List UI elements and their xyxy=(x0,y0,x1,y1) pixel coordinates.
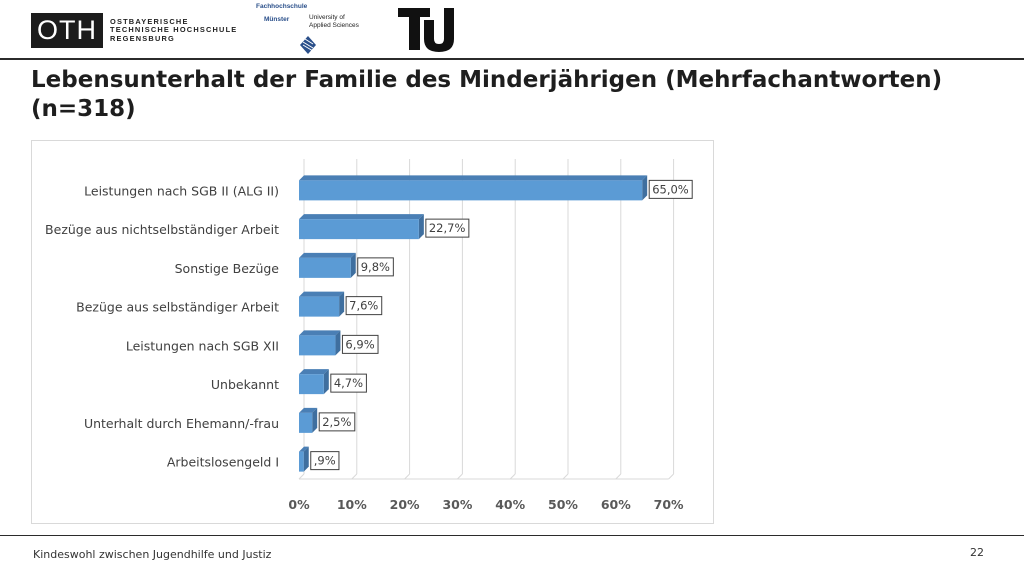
bar xyxy=(299,451,304,472)
category-label: Leistungen nach SGB XII xyxy=(126,338,279,353)
x-tick-label: 0% xyxy=(288,497,310,512)
category-label: Sonstige Bezüge xyxy=(175,261,280,276)
bar-top xyxy=(299,214,424,220)
category-label: Leistungen nach SGB II (ALG II) xyxy=(84,183,279,198)
bar-top xyxy=(299,407,318,413)
bar-top xyxy=(299,291,345,297)
data-label-box xyxy=(648,179,693,199)
grid-line-floor xyxy=(457,473,463,480)
oth-line: REGENSBURG xyxy=(110,33,175,43)
data-label: 4,7% xyxy=(334,376,363,390)
bar-chart: 0% 10% 20% 30% 40% 50% 60% 70% Leistungen nach S… xyxy=(45,159,693,512)
grid-line-floor xyxy=(509,473,516,480)
bar-top xyxy=(299,446,309,452)
bar-side xyxy=(303,446,309,472)
category-label: Bezüge aus nichtselbständiger Arbeit xyxy=(45,222,279,237)
data-label: 7,6% xyxy=(349,299,378,313)
fh-line: Applied Sciences xyxy=(309,22,359,29)
header-divider xyxy=(0,58,1024,60)
fh-emblem-icon xyxy=(300,36,316,54)
data-label: 22,7% xyxy=(429,221,466,235)
data-label-box xyxy=(330,373,367,393)
grid-line-floor xyxy=(615,473,622,480)
bar-top xyxy=(299,175,648,181)
data-label: 65,0% xyxy=(652,182,689,196)
tu-word: berlin xyxy=(456,26,466,51)
tu-berlin-emblem-icon: berlin xyxy=(398,8,466,52)
bar-top xyxy=(299,252,356,258)
bar xyxy=(299,412,313,433)
data-label-box xyxy=(310,451,340,471)
bar-top xyxy=(299,369,329,375)
data-label: ,9% xyxy=(314,454,336,468)
bar xyxy=(299,335,336,356)
footer-text: Kindeswohl zwischen Jugendhilfe und Just… xyxy=(33,548,272,561)
data-label-box xyxy=(318,412,356,432)
bar xyxy=(299,296,340,317)
fh-line: University of xyxy=(309,14,345,21)
bar-side xyxy=(339,291,345,317)
x-tick-label: 60% xyxy=(601,497,631,512)
chart-frame: 0% 10% 20% 30% 40% 50% 60% 70% Leistungen nach S… xyxy=(31,140,714,524)
oth-wordmark: OSTBAYERISCHE TECHNISCHE HOCHSCHULE REGE… xyxy=(110,16,238,43)
data-label-box xyxy=(425,218,470,238)
data-label-box xyxy=(341,334,379,354)
data-label-box xyxy=(357,257,394,277)
bar-side xyxy=(312,407,318,433)
bar-side xyxy=(323,369,329,395)
bar-side xyxy=(642,175,648,201)
bar xyxy=(299,374,324,395)
data-label: 2,5% xyxy=(322,415,351,429)
category-label: Bezüge aus selbständiger Arbeit xyxy=(76,300,279,315)
data-label: 6,9% xyxy=(345,337,374,351)
fh-subtitle: University of Applied Sciences xyxy=(309,14,359,30)
data-label: 9,8% xyxy=(361,260,390,274)
page-number: 22 xyxy=(970,546,984,559)
oth-mark: OTH xyxy=(31,13,103,48)
category-label: Arbeitslosengeld I xyxy=(167,455,279,470)
fh-title: Fachhochschule xyxy=(256,3,308,10)
x-tick-label: 50% xyxy=(548,497,578,512)
category-label: Unbekannt xyxy=(211,377,279,392)
x-tick-label: 20% xyxy=(390,497,420,512)
x-tick-label: 40% xyxy=(495,497,525,512)
oth-logo: OTH OSTBAYERISCHE TECHNISCHE HOCHSCHULE … xyxy=(31,13,237,48)
x-tick-label: 30% xyxy=(442,497,472,512)
grid-line-floor xyxy=(562,473,569,480)
x-tick-label: 10% xyxy=(337,497,367,512)
grid-line-floor xyxy=(404,473,410,480)
oth-line: TECHNISCHE HOCHSCHULE xyxy=(110,25,238,35)
fh-city: Münster xyxy=(264,16,290,23)
grid-line-floor xyxy=(351,473,358,480)
bar-side xyxy=(335,330,341,356)
oth-line: OSTBAYERISCHE xyxy=(110,16,189,26)
bar-top xyxy=(299,330,341,336)
data-label-box xyxy=(345,296,383,316)
bar-side xyxy=(418,214,424,240)
category-label: Unterhalt durch Ehemann/-frau xyxy=(84,416,279,431)
fh-muenster-logo: Fachhochschule Münster University of App… xyxy=(256,3,386,55)
bar xyxy=(299,257,351,278)
grid-line-floor xyxy=(298,473,305,480)
grid-line-floor xyxy=(668,473,674,480)
bar xyxy=(299,180,643,201)
footer-divider xyxy=(0,535,1024,536)
tu-berlin-logo: berlin xyxy=(396,6,466,56)
slide-title: Lebensunterhalt der Familie des Minderjä… xyxy=(31,67,943,122)
x-tick-label: 70% xyxy=(654,497,684,512)
bar-side xyxy=(350,252,356,278)
bar xyxy=(299,219,419,240)
